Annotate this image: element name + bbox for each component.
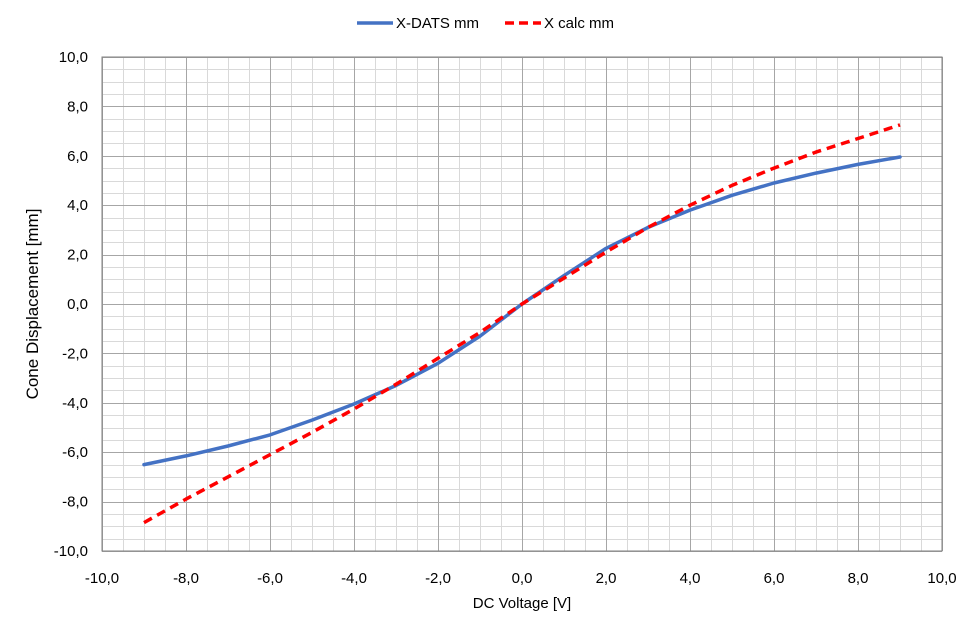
x-tick-label: -4,0 (341, 570, 367, 587)
y-tick-label: 6,0 (67, 148, 88, 165)
x-tick-label: 0,0 (512, 570, 533, 587)
x-axis-title: DC Voltage [V] (473, 595, 571, 612)
plot-area-border (101, 56, 943, 552)
y-tick-label: 4,0 (67, 197, 88, 214)
y-tick-label: 2,0 (67, 247, 88, 264)
series-layer (142, 123, 902, 525)
y-tick-label: -8,0 (62, 494, 88, 511)
y-tick-label: -4,0 (62, 395, 88, 412)
x-tick-label: -6,0 (257, 570, 283, 587)
x-tick-labels: -10,0 -8,0 -6,0 -4,0 -2,0 0,0 2,0 4,0 6,0 8,0 10,0 (85, 570, 957, 587)
y-tick-labels: 10,0 8,0 6,0 4,0 2,0 0,0 -2,0 -4,0 -6,0 -8,0 -10,0 (54, 49, 88, 560)
x-tick-label: 4,0 (680, 570, 701, 587)
x-tick-label: 6,0 (764, 570, 785, 587)
x-tick-label: 10,0 (927, 570, 956, 587)
x-tick-label: 8,0 (848, 570, 869, 587)
legend-label-x-dats: X-DATS mm (396, 15, 479, 32)
legend-label-x-calc: X calc mm (544, 15, 614, 32)
y-tick-label: 0,0 (67, 296, 88, 313)
y-tick-label: 8,0 (67, 98, 88, 115)
y-tick-label: -10,0 (54, 543, 88, 560)
y-tick-label: -6,0 (62, 444, 88, 461)
x-tick-label: -10,0 (85, 570, 119, 587)
x-tick-label: -2,0 (425, 570, 451, 587)
legend: X-DATS mm X calc mm (357, 15, 614, 32)
y-axis-title: Cone Displacement [mm] (23, 209, 42, 400)
x-tick-label: -8,0 (173, 570, 199, 587)
x-tick-label: 2,0 (596, 570, 617, 587)
y-tick-label: 10,0 (59, 49, 88, 66)
y-tick-label: -2,0 (62, 345, 88, 362)
series-line-x-calc (143, 123, 901, 525)
